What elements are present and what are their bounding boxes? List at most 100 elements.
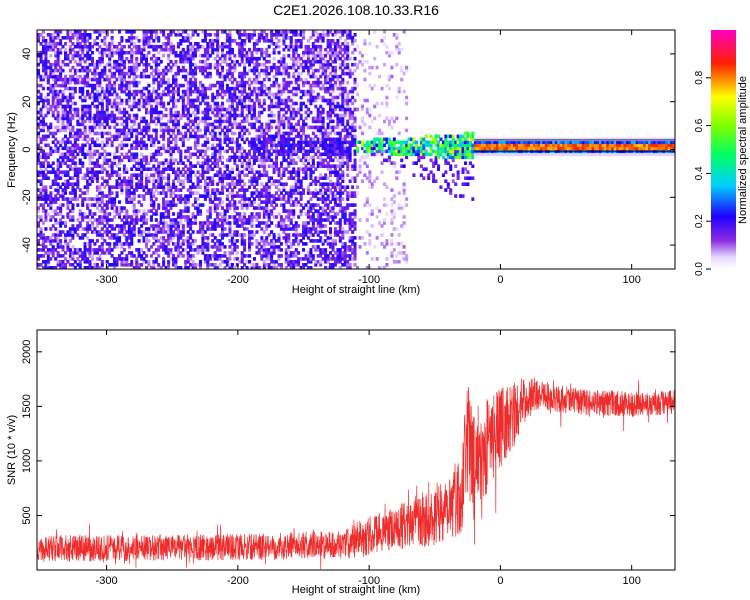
- heatmap-cell: [235, 221, 239, 225]
- heatmap-cell: [199, 80, 203, 85]
- heatmap-cell: [157, 146, 161, 151]
- heatmap-cell: [78, 260, 82, 264]
- heatmap-cell: [216, 101, 220, 106]
- heatmap-cell: [267, 119, 271, 124]
- heatmap-cell: [265, 194, 269, 198]
- heatmap-cell: [132, 212, 136, 216]
- heatmap-cell: [248, 62, 252, 67]
- heatmap-cell: [287, 194, 291, 198]
- heatmap-cell: [260, 182, 264, 186]
- heatmap-cell: [86, 39, 90, 43]
- heatmap-cell: [98, 62, 102, 67]
- heatmap-cell: [113, 50, 117, 55]
- heatmap-cell: [289, 203, 293, 207]
- heatmap-cell: [113, 197, 117, 201]
- heatmap-cell: [302, 36, 306, 40]
- heatmap-cell: [282, 42, 286, 46]
- heatmap-cell: [287, 104, 291, 109]
- heatmap-cell: [279, 89, 283, 94]
- heatmap-cell: [189, 179, 193, 183]
- heatmap-cell: [252, 71, 256, 76]
- heatmap-cell: [100, 74, 104, 79]
- heatmap-cell: [243, 245, 247, 249]
- heatmap-cell: [174, 158, 178, 163]
- heatmap-cell: [59, 74, 63, 79]
- heatmap-cell: [147, 161, 151, 165]
- heatmap-cell: [140, 47, 144, 52]
- heatmap-cell: [81, 149, 85, 154]
- heatmap-cell: [145, 212, 149, 216]
- heatmap-cell: [275, 245, 279, 249]
- heatmap-cell: [120, 44, 124, 49]
- heatmap-cell: [132, 98, 136, 103]
- heatmap-cell: [132, 173, 136, 177]
- heatmap-cell: [83, 242, 87, 246]
- heatmap-cell: [191, 71, 195, 76]
- heatmap-cell: [176, 110, 180, 115]
- heatmap-cell: [105, 170, 109, 174]
- heatmap-cell: [142, 56, 146, 61]
- heatmap-cell: [167, 42, 171, 46]
- heatmap-cell: [181, 134, 185, 139]
- heatmap-cell: [108, 47, 112, 52]
- heatmap-cell: [176, 113, 180, 118]
- heatmap-cell: [76, 119, 80, 124]
- heatmap-cell: [218, 167, 222, 171]
- heatmap-cell: [287, 71, 291, 76]
- heatmap-cell: [162, 47, 166, 52]
- heatmap-cell: [169, 134, 173, 139]
- heatmap-cell: [221, 50, 225, 55]
- heatmap-cell: [260, 80, 264, 85]
- heatmap-cell: [199, 248, 203, 252]
- heatmap-cell: [287, 30, 291, 34]
- heatmap-cell: [76, 68, 80, 73]
- heatmap-cell: [311, 95, 315, 100]
- heatmap-cell: [306, 80, 310, 85]
- heatmap-cell: [245, 33, 249, 37]
- heatmap-cell: [86, 68, 90, 73]
- heatmap-cell: [233, 89, 237, 94]
- heatmap-cell: [275, 42, 279, 46]
- heatmap-cell: [130, 167, 134, 171]
- heatmap-cell: [103, 179, 107, 183]
- heatmap-cell: [294, 200, 298, 204]
- heatmap-cell: [213, 224, 217, 228]
- heatmap-cell: [41, 155, 45, 160]
- heatmap-cell: [61, 254, 65, 258]
- heatmap-cell: [186, 107, 190, 112]
- heatmap-cell: [37, 197, 41, 201]
- heatmap-cell: [284, 242, 288, 246]
- heatmap-cell: [279, 242, 283, 246]
- heatmap-cell: [189, 125, 193, 130]
- heatmap-cell: [164, 122, 168, 127]
- heatmap-cell: [162, 176, 166, 180]
- heatmap-cell: [240, 260, 244, 264]
- heatmap-cell: [250, 200, 254, 204]
- heatmap-cell: [223, 245, 227, 249]
- heatmap-cell: [181, 50, 185, 55]
- heatmap-cell: [225, 176, 229, 180]
- heatmap-cell: [297, 131, 301, 136]
- heatmap-cell: [257, 203, 261, 207]
- heatmap-cell: [103, 47, 107, 52]
- heatmap-cell: [284, 62, 288, 67]
- heatmap-cell: [61, 197, 65, 201]
- heatmap-cell: [169, 221, 173, 225]
- heatmap-cell: [270, 36, 274, 40]
- heatmap-cell: [54, 92, 58, 97]
- heatmap-cell: [267, 149, 271, 154]
- heatmap-cell: [86, 227, 90, 231]
- heatmap-cell: [203, 89, 207, 94]
- heatmap-cell: [137, 98, 141, 103]
- heatmap-cell: [213, 39, 217, 43]
- heatmap-cell: [302, 65, 306, 70]
- heatmap-cell: [68, 263, 72, 267]
- heatmap-cell: [289, 209, 293, 213]
- heatmap-cell: [282, 125, 286, 130]
- heatmap-cell: [167, 146, 171, 151]
- heatmap-cell: [162, 131, 166, 136]
- heatmap-cell: [137, 179, 141, 183]
- heatmap-cell: [302, 161, 306, 165]
- heatmap-cell: [142, 251, 146, 255]
